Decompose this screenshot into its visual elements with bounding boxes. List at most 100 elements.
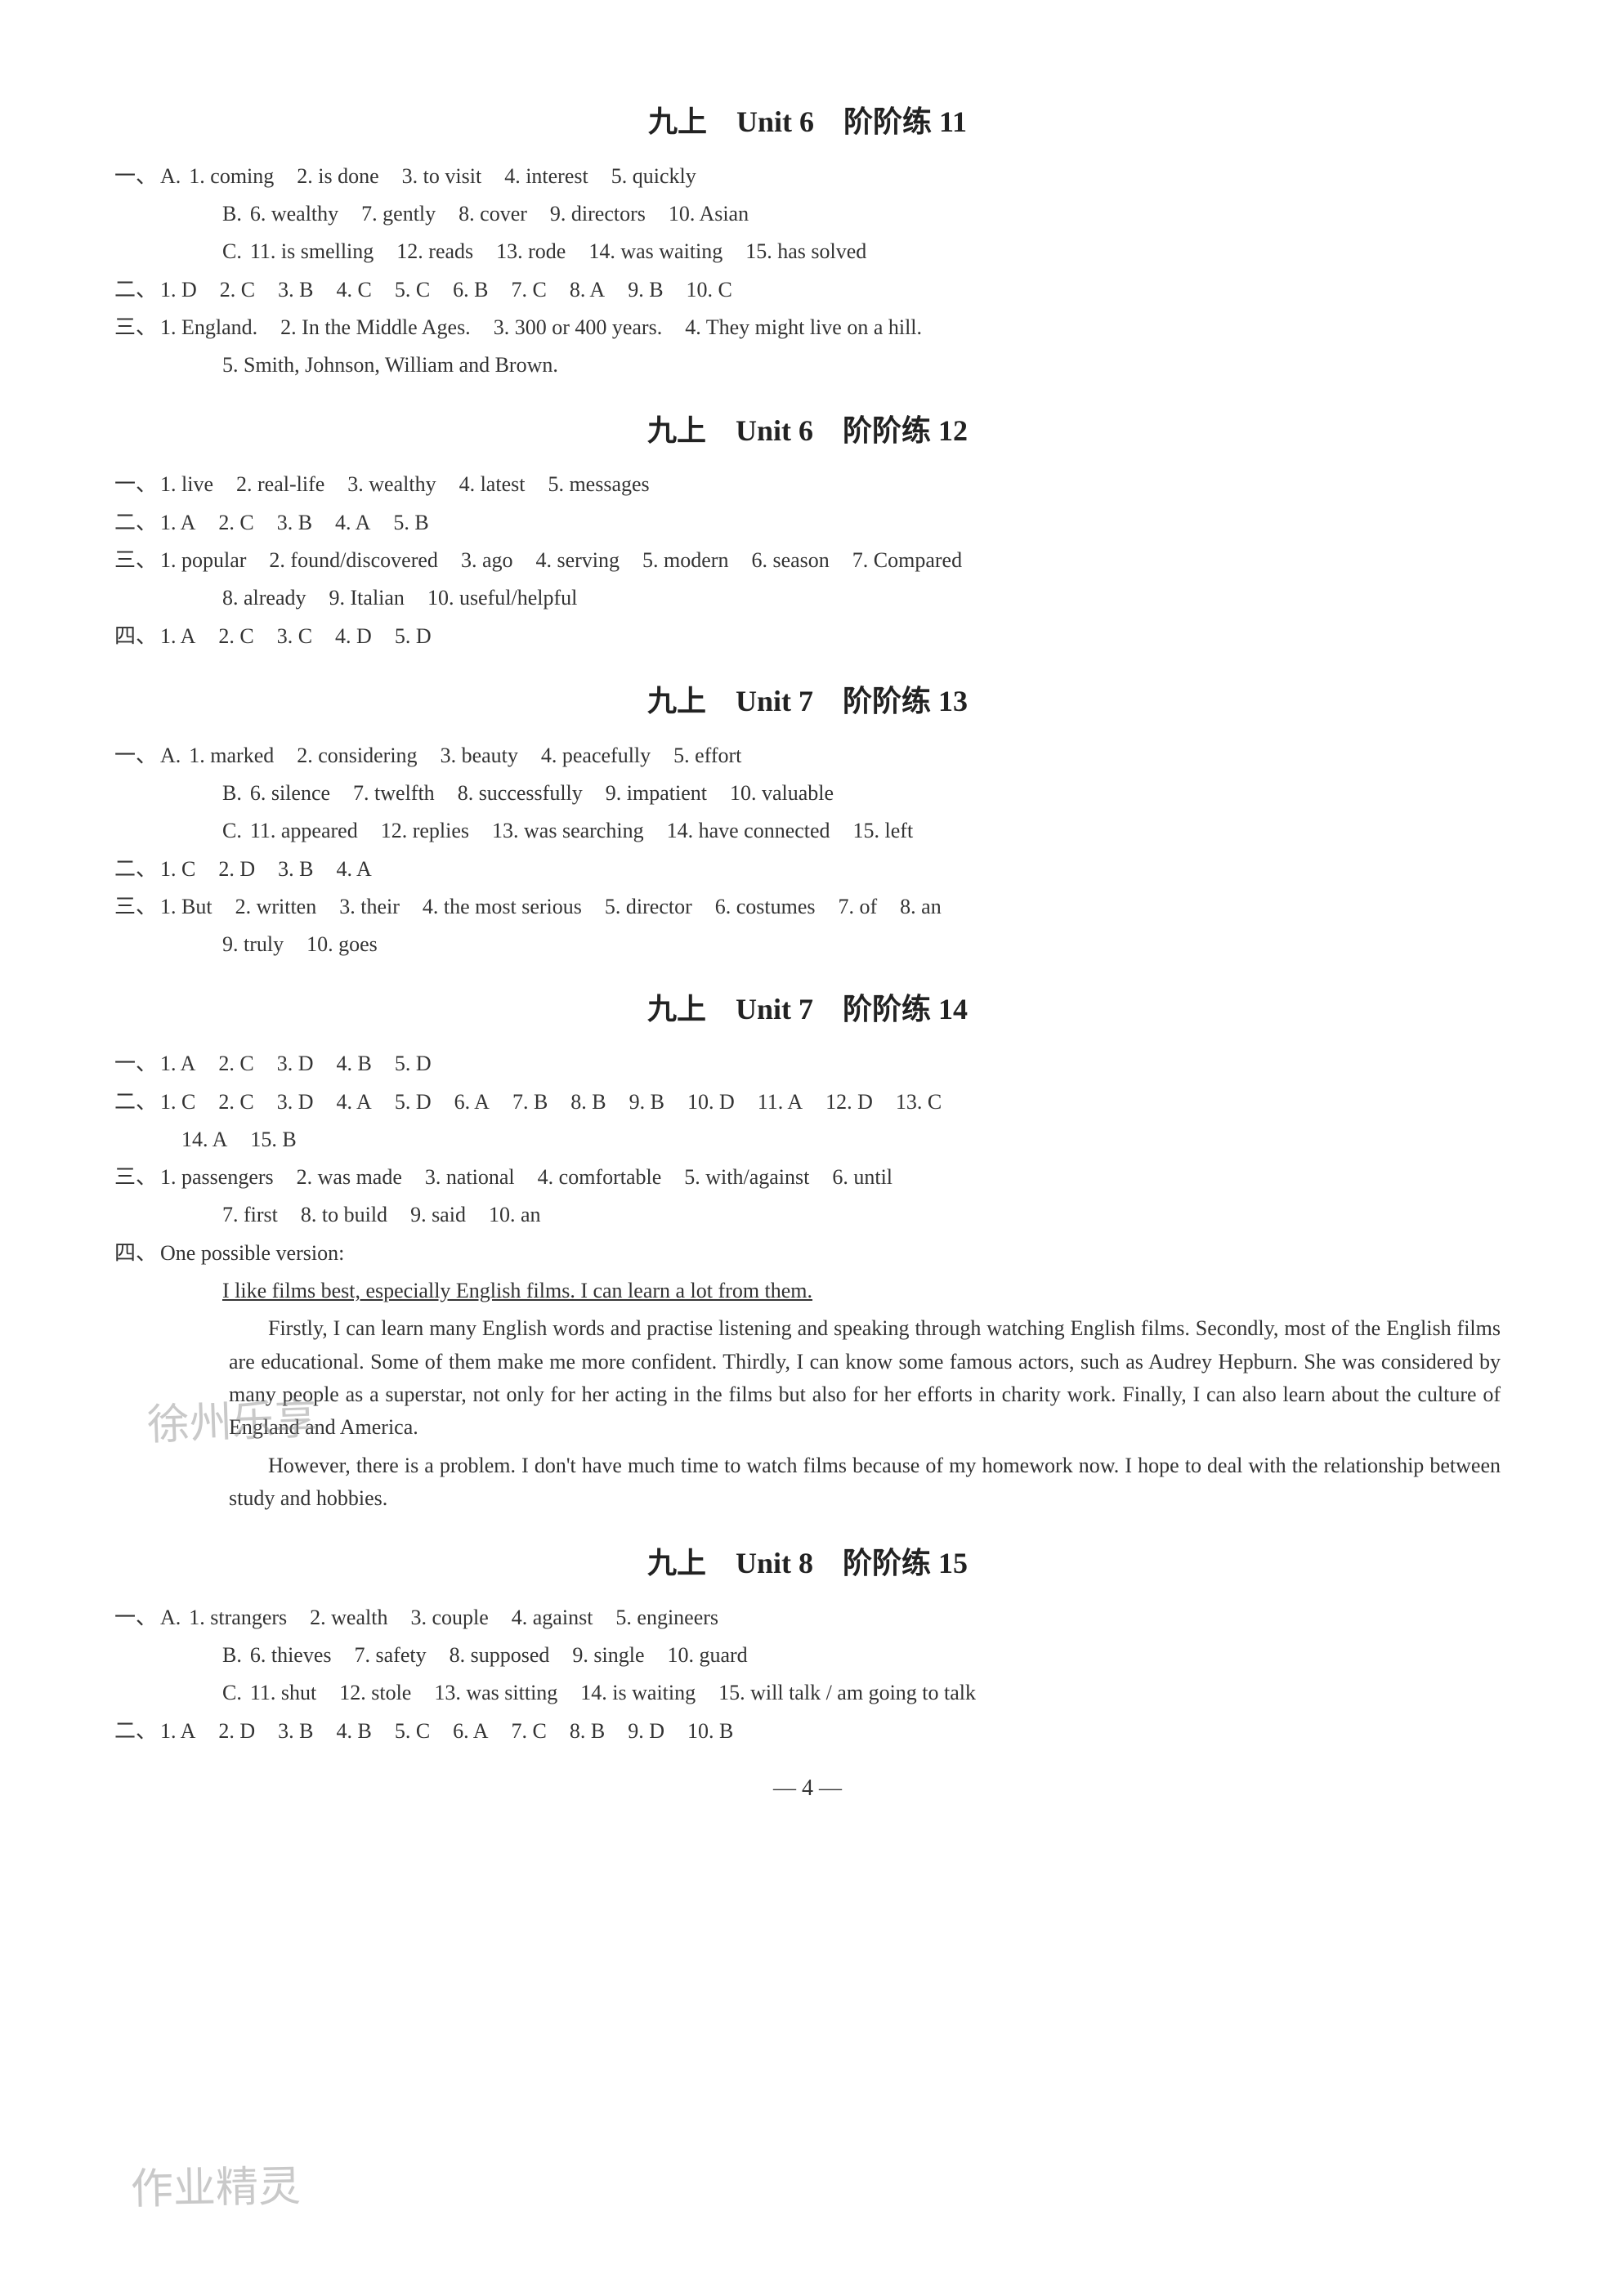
answer-item: 2. In the Middle Ages. [280, 311, 471, 344]
group-marker: 一、 [114, 1601, 160, 1634]
answer-item: 4. serving [535, 544, 620, 577]
sub-prefix: B. [222, 202, 242, 226]
answer-line: 三、1. But2. written3. their4. the most se… [114, 891, 1501, 923]
group-marker: 三、 [114, 311, 160, 344]
answer-item: 1. marked [189, 739, 274, 772]
answer-item: 6. costumes [715, 891, 816, 923]
watermark-bottom: 作业精灵 [130, 2155, 301, 2224]
answer-item: 11. A [758, 1086, 803, 1119]
answer-item: 3. D [277, 1047, 314, 1080]
answer-item: 15. has solved [745, 235, 866, 268]
answer-item: 2. wealth [310, 1601, 387, 1634]
sub-prefix: A. [160, 164, 181, 188]
answer-line: 三、1. passengers2. was made3. national4. … [114, 1161, 1501, 1194]
answer-item: 6. silence [250, 777, 330, 810]
sub-prefix: B. [222, 1643, 242, 1667]
section-title: 九上 Unit 8 阶阶练 15 [114, 1541, 1501, 1587]
answer-line: B.6. silence7. twelfth8. successfully9. … [114, 777, 1501, 810]
group-marker: 三、 [114, 544, 160, 577]
answer-item: 6. season [751, 544, 829, 577]
answer-line: 三、1. popular2. found/discovered3. ago4. … [114, 544, 1501, 577]
answer-item: 1. A [160, 1047, 195, 1080]
answer-item: 10. C [687, 274, 732, 306]
answer-item: 13. was searching [492, 815, 644, 847]
answer-item: 3. B [278, 274, 313, 306]
answer-item: 4. the most serious [423, 891, 582, 923]
answer-item: 2. C [218, 620, 253, 653]
answer-item: 5. modern [642, 544, 728, 577]
group-marker: 二、 [114, 507, 160, 539]
answer-item: 7. safety [355, 1639, 427, 1672]
answer-item: 3. B [278, 1715, 313, 1748]
answer-item: 10. valuable [730, 777, 834, 810]
answer-item: 5. engineers [615, 1601, 718, 1634]
answer-item: 15. B [250, 1123, 296, 1156]
answer-item: 3. their [339, 891, 400, 923]
answer-item: 2. D [218, 853, 255, 886]
answer-item: 2. considering [297, 739, 417, 772]
answer-item: 8. supposed [450, 1639, 550, 1672]
answer-item: 2. found/discovered [269, 544, 438, 577]
essay-intro-line: 四、One possible version: [114, 1237, 1501, 1270]
answer-item: 5. C [395, 1715, 430, 1748]
answer-item: 5. B [393, 507, 428, 539]
answer-item: 10. B [687, 1715, 733, 1748]
answer-item: 2. is done [297, 160, 378, 193]
answer-item: 14. is waiting [580, 1677, 696, 1709]
answer-line: 14. A 15. B [114, 1123, 1501, 1156]
answer-item: 10. D [687, 1086, 735, 1119]
answer-item: 4. D [335, 620, 372, 653]
group-marker: 四、 [114, 1237, 160, 1270]
answer-line: 5. Smith, Johnson, William and Brown. [114, 349, 1501, 382]
answer-line: 二、1. A2. D3. B4. B5. C6. A7. C8. B9. D10… [114, 1715, 1501, 1748]
answer-item: 4. A [335, 507, 370, 539]
answer-item: 10. an [489, 1199, 541, 1231]
answer-line: 四、1. A2. C3. C4. D5. D [114, 620, 1501, 653]
answer-item: 14. A [181, 1123, 227, 1156]
answer-item: 12. D [825, 1086, 873, 1119]
section-title: 九上 Unit 7 阶阶练 13 [114, 679, 1501, 725]
answer-item: 13. C [896, 1086, 942, 1119]
section-title: 九上 Unit 6 阶阶练 11 [114, 100, 1501, 145]
group-marker: 二、 [114, 1086, 160, 1119]
answer-item: 7. B [512, 1086, 548, 1119]
answer-item: 13. was sitting [434, 1677, 557, 1709]
sub-prefix: A. [160, 744, 181, 767]
answer-item: 9. D [628, 1715, 664, 1748]
answer-item: 7. gently [361, 198, 436, 230]
answer-item: 10. Asian [669, 198, 749, 230]
answer-item: 8. successfully [458, 777, 583, 810]
answer-item: 4. B [336, 1047, 371, 1080]
answer-line: C.11. appeared12. replies13. was searchi… [114, 815, 1501, 847]
answer-item: 5. Smith, Johnson, William and Brown. [222, 349, 558, 382]
answer-item: 9. truly [222, 928, 284, 961]
group-marker: 三、 [114, 891, 160, 923]
answer-item: 13. rode [496, 235, 566, 268]
answer-item: 5. director [605, 891, 692, 923]
answer-item: 12. reads [396, 235, 473, 268]
answer-item: 12. stole [339, 1677, 411, 1709]
answer-line: 一、1. A2. C3. D4. B5. D [114, 1047, 1501, 1080]
answer-item: 3. couple [410, 1601, 488, 1634]
answer-item: 9. B [628, 274, 663, 306]
answer-item: 14. have connected [667, 815, 830, 847]
answer-line: 一、A.1. strangers2. wealth3. couple4. aga… [114, 1601, 1501, 1634]
answer-line: 7. first8. to build9. said10. an [114, 1199, 1501, 1231]
answer-item: 6. thieves [250, 1639, 332, 1672]
answer-item: 3. to visit [402, 160, 482, 193]
answer-item: 4. B [336, 1715, 371, 1748]
answer-item: 2. C [218, 1086, 253, 1119]
answer-item: 14. was waiting [588, 235, 722, 268]
section-title: 九上 Unit 7 阶阶练 14 [114, 987, 1501, 1033]
sub-prefix: B. [222, 781, 242, 805]
answer-item: 10. guard [667, 1639, 747, 1672]
answer-item: 3. 300 or 400 years. [494, 311, 663, 344]
answer-item: 10. goes [306, 928, 378, 961]
answer-item: 2. C [220, 274, 255, 306]
answer-line: 一、A.1. marked2. considering3. beauty4. p… [114, 739, 1501, 772]
answer-item: 9. B [629, 1086, 664, 1119]
answer-item: 2. C [218, 1047, 253, 1080]
group-marker: 一、 [114, 1047, 160, 1080]
answer-line: B.6. wealthy7. gently8. cover9. director… [114, 198, 1501, 230]
answer-line: 二、1. D2. C3. B4. C5. C6. B7. C8. A9. B10… [114, 274, 1501, 306]
